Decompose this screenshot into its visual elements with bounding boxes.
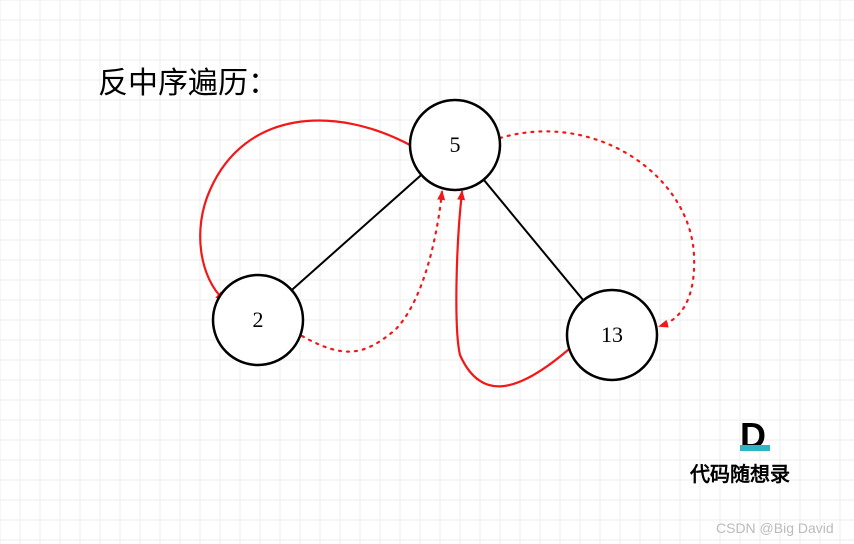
diagram-canvas: 反中序遍历： D 代码随想录 CSDN @Big David 5 2 13 [0,0,854,544]
arrow-a3 [302,192,442,352]
node-label: 2 [253,307,264,333]
arrow-a4 [200,121,410,300]
node-label: 13 [601,322,623,348]
arrow-a2 [456,192,568,386]
diagram-title: 反中序遍历： [98,58,278,102]
credit-text: CSDN @Big David [716,520,834,536]
tree-edge [292,175,422,290]
watermark-logo: D [740,415,766,457]
watermark-logo-underline [740,445,770,451]
watermark-text: 代码随想录 [690,458,790,487]
node-label: 5 [450,132,461,158]
